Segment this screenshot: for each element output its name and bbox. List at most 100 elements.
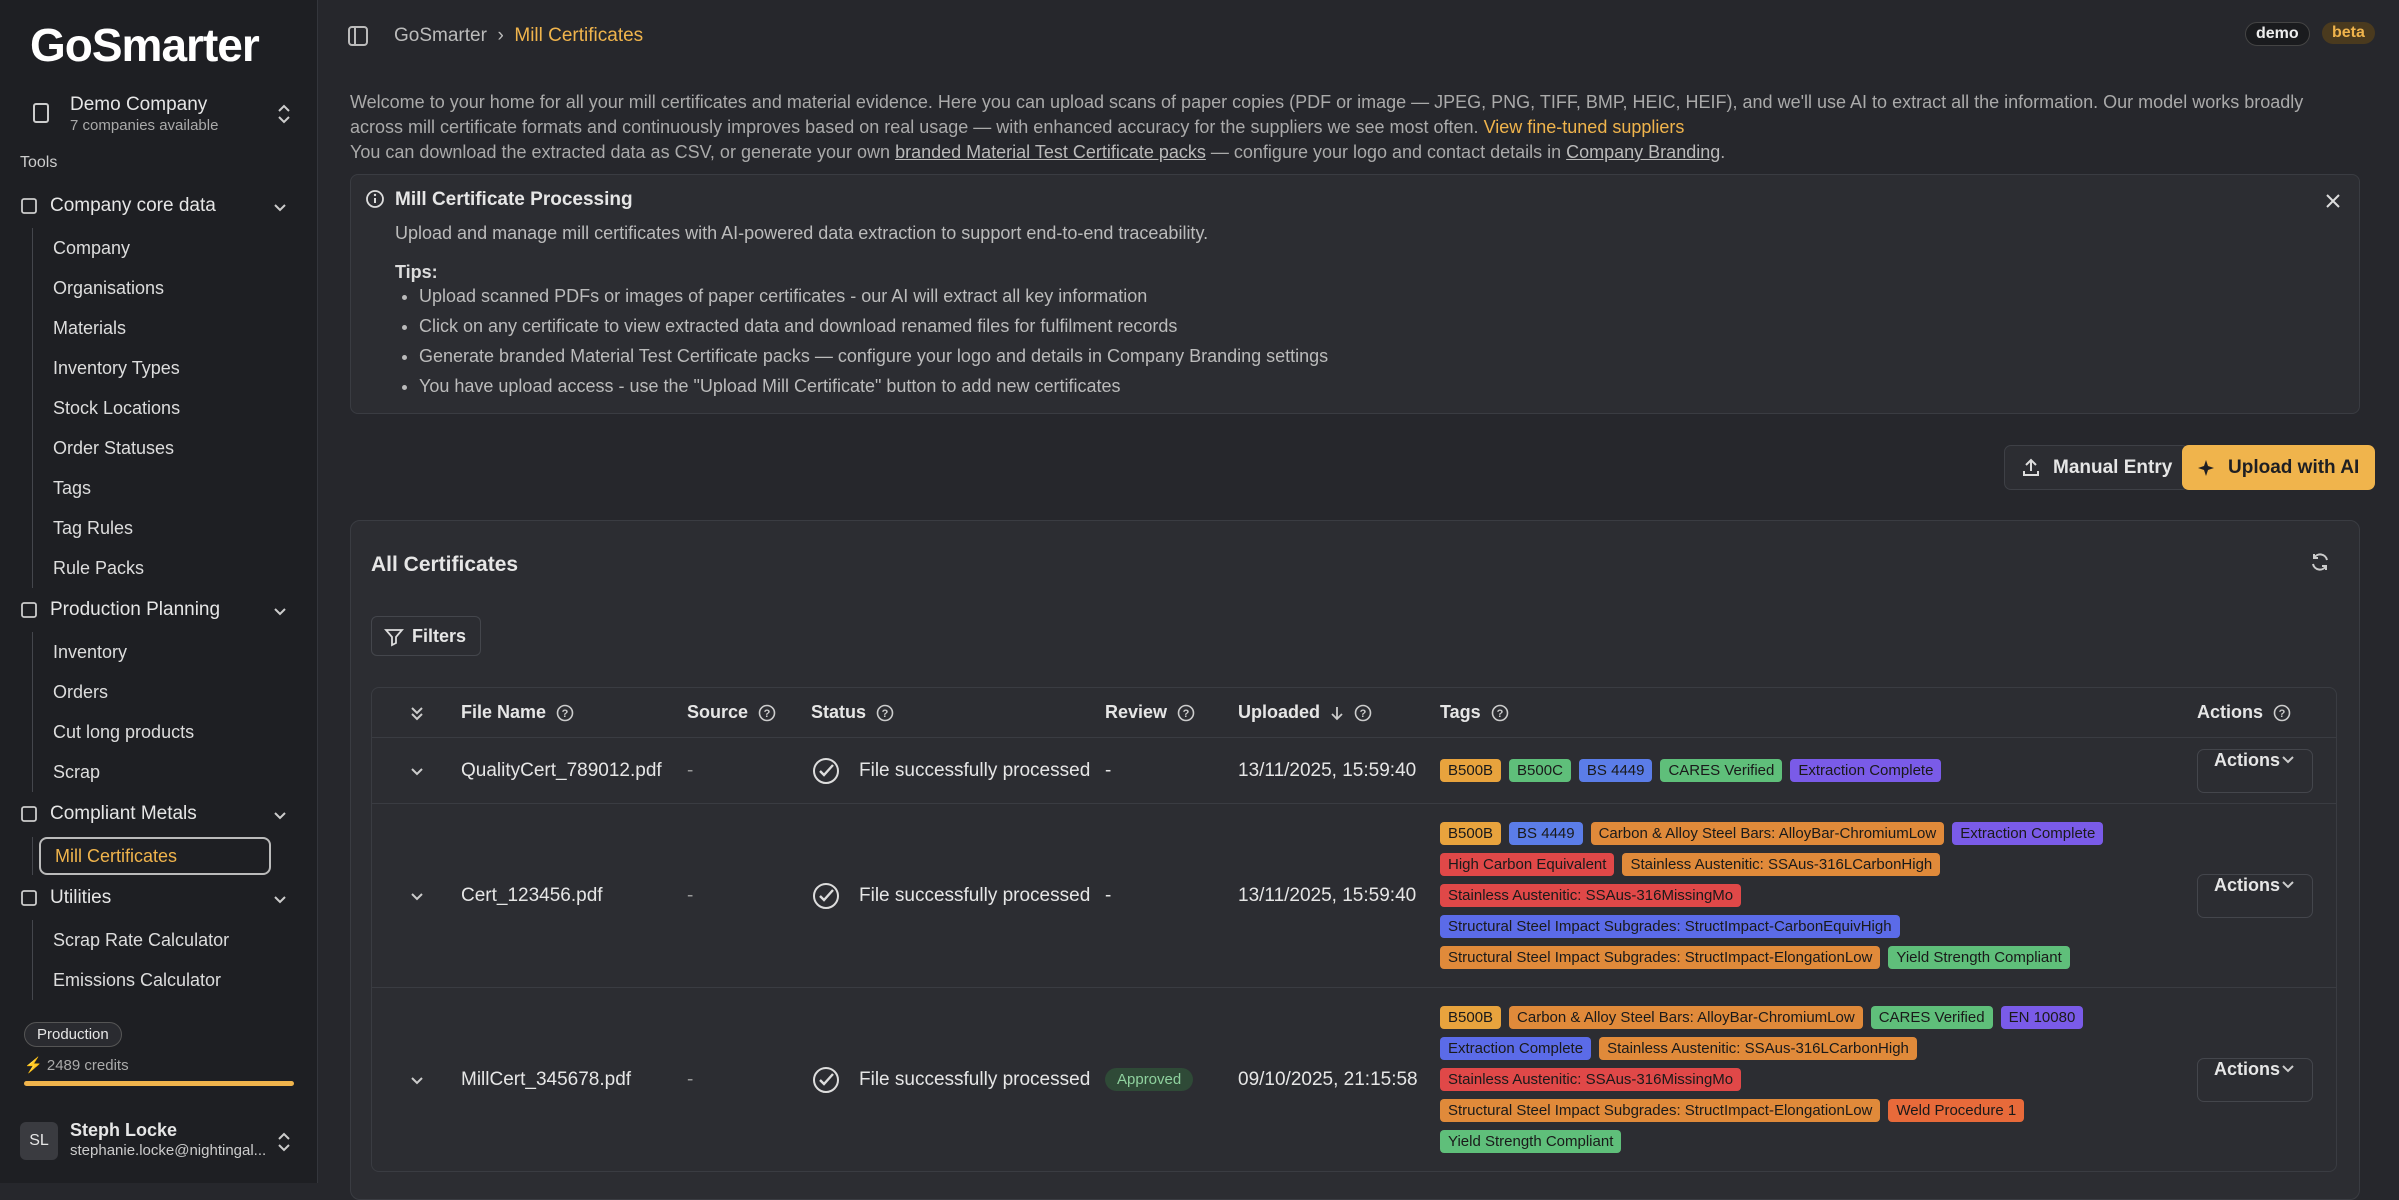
icon xyxy=(21,198,37,214)
review-cell: - xyxy=(1105,885,1238,907)
svg-text:?: ? xyxy=(1183,708,1190,720)
nav-group[interactable]: Compliant Metals xyxy=(18,792,296,836)
tags: B500B Carbon & Alloy Steel Bars: AlloyBar… xyxy=(1440,1006,2130,1153)
nav-item[interactable]: Scrap Rate Calculator xyxy=(53,929,230,950)
tip: Generate branded Material Test Certifica… xyxy=(419,341,1328,371)
table-row[interactable]: MillCert_345678.pdf - File successfully pr… xyxy=(372,988,2336,1171)
link[interactable]: View fine-tuned suppliers xyxy=(1483,117,1685,137)
icon xyxy=(21,806,37,822)
icon xyxy=(813,757,839,784)
refresh[interactable] xyxy=(2309,551,2331,573)
link[interactable]: branded Material Test Certificate packs xyxy=(895,142,1206,162)
nav-item[interactable]: Tag Rules xyxy=(53,517,134,538)
column-header[interactable]: Uploaded? xyxy=(1238,702,1440,723)
nav-item[interactable]: Inventory xyxy=(53,641,128,662)
file-cell: MillCert_345678.pdf xyxy=(461,1069,687,1091)
section-label: Tools xyxy=(20,154,58,171)
nav-group[interactable]: Company core data xyxy=(18,184,296,228)
nav-item[interactable]: Inventory Types xyxy=(53,357,180,378)
status-cell: File successfully processed xyxy=(811,1065,1105,1095)
svg-text:?: ? xyxy=(2279,708,2286,720)
expand-row[interactable] xyxy=(372,764,461,778)
column-header[interactable]: File Name? xyxy=(461,702,687,723)
icon: ? xyxy=(1491,704,1508,721)
tags: B500B B500C BS 4449 CARES Verified Extractio… xyxy=(1440,759,1942,782)
column-header[interactable]: Tags? xyxy=(1440,702,2197,723)
icon xyxy=(410,892,423,900)
credits: ⚡ 2489 credits xyxy=(24,1057,129,1074)
manual-entry-button[interactable]: Manual Entry xyxy=(2004,445,2190,490)
column-header[interactable]: Actions? xyxy=(2197,702,2336,723)
tip: You have upload access - use the "Upload… xyxy=(419,371,1328,401)
actions-button[interactable]: Actions xyxy=(2197,1057,2314,1102)
file-cell: QualityCert_789012.pdf xyxy=(461,760,687,782)
tags: B500B BS 4449 Carbon & Alloy Steel Bars: A… xyxy=(1440,822,2130,969)
icon xyxy=(2282,1064,2294,1072)
nav-item[interactable]: Cut long products xyxy=(53,721,195,742)
sidebar: GoSmarter Demo Company 7 companies avail… xyxy=(0,0,318,1183)
close[interactable] xyxy=(2325,193,2341,209)
nav-item[interactable]: Mill Certificates xyxy=(39,837,271,875)
filters-button[interactable]: Filters xyxy=(371,616,482,656)
expand-row[interactable] xyxy=(372,1073,461,1087)
nav-group[interactable]: Production Planning xyxy=(18,588,296,632)
nav-item[interactable]: Materials xyxy=(53,317,127,338)
tag: Extraction Complete xyxy=(1440,1037,1592,1060)
nav-item[interactable]: Order Statuses xyxy=(53,437,175,458)
table-row[interactable]: Cert_123456.pdf - File successfully proces… xyxy=(372,804,2336,988)
actions-button[interactable]: Actions xyxy=(2197,748,2314,793)
icon xyxy=(21,602,37,618)
column-header[interactable]: Source? xyxy=(687,702,811,723)
review: Approved xyxy=(1105,1068,1194,1091)
tag: CARES Verified xyxy=(1660,759,1783,782)
tag: Stainless Austenitic: SSAus-316MissingMo xyxy=(1440,884,1742,907)
nav-item[interactable]: Company xyxy=(53,237,131,258)
company-icon xyxy=(33,103,49,123)
icon: ? xyxy=(1177,704,1195,721)
nav-group-title: Utilities xyxy=(50,887,112,908)
nav-items: Company Organisations Materials Inventory T… xyxy=(32,228,296,588)
nav-item[interactable]: Scrap xyxy=(53,761,101,782)
file-name: QualityCert_789012.pdf xyxy=(461,759,662,781)
nav-item[interactable]: Stock Locations xyxy=(53,397,181,418)
nav-item[interactable]: Rule Packs xyxy=(53,557,145,578)
label: Filters xyxy=(412,625,467,646)
nav-item[interactable]: Emissions Calculator xyxy=(53,969,222,990)
nav-group[interactable]: Utilities xyxy=(18,876,296,920)
link[interactable]: Company Branding xyxy=(1566,142,1721,162)
tag: CARES Verified xyxy=(1870,1006,1993,1029)
expand-row[interactable] xyxy=(372,889,461,903)
uploaded: 09/10/2025, 21:15:58 xyxy=(1238,1068,1418,1090)
icon xyxy=(274,896,286,904)
tags-cell: B500B BS 4449 Carbon & Alloy Steel Bars: A… xyxy=(1440,822,2197,969)
svg-text:?: ? xyxy=(562,708,569,720)
column-header[interactable]: Review? xyxy=(1105,702,1238,723)
label: Actions xyxy=(2214,1058,2281,1079)
expand-all[interactable] xyxy=(372,705,461,721)
icon xyxy=(410,767,423,775)
tag: BS 4449 xyxy=(1578,759,1653,782)
svg-text:?: ? xyxy=(764,708,771,720)
crumb[interactable]: GoSmarter xyxy=(394,25,487,46)
tag: BS 4449 xyxy=(1509,822,1583,845)
column-header[interactable]: Status? xyxy=(811,702,1105,723)
tag: Structural Steel Impact Subgrades: Struc… xyxy=(1440,946,1881,969)
icon xyxy=(813,882,839,909)
company-switcher[interactable]: Demo Company 7 companies available xyxy=(20,88,300,140)
upload-button[interactable]: Upload with AI xyxy=(2182,445,2376,490)
nav-items: Scrap Rate Calculator Emissions Calculato… xyxy=(32,920,296,1000)
user-menu[interactable]: SL Steph Locke stephanie.locke@nightinga… xyxy=(20,1118,300,1162)
column-title: Source xyxy=(687,702,749,722)
nav-item[interactable]: Orders xyxy=(53,681,109,702)
sidebar-toggle[interactable] xyxy=(348,26,368,46)
tag: Structural Steel Impact Subgrades: Struc… xyxy=(1440,1099,1881,1122)
tag: Carbon & Alloy Steel Bars: AlloyBar-Chro… xyxy=(1509,1006,1863,1029)
column-title: Review xyxy=(1105,702,1168,722)
column-title: Tags xyxy=(1440,702,1481,722)
table-row[interactable]: QualityCert_789012.pdf - File successfully… xyxy=(372,738,2336,804)
icon xyxy=(2023,458,2039,476)
icon: ? xyxy=(758,704,776,721)
nav-item[interactable]: Tags xyxy=(53,477,92,498)
nav-item[interactable]: Organisations xyxy=(53,277,165,298)
actions-button[interactable]: Actions xyxy=(2197,873,2314,918)
